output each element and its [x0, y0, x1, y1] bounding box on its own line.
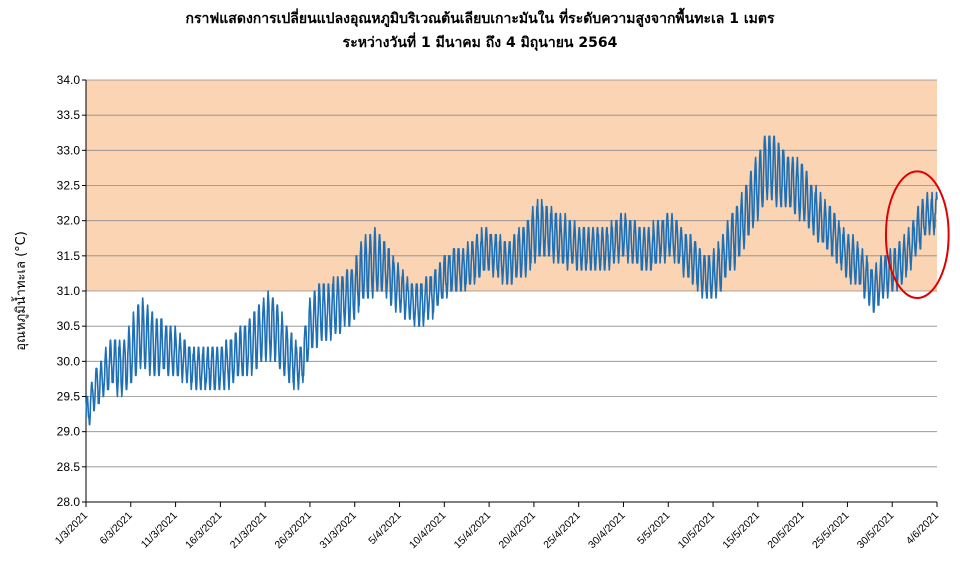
y-tick-label: 28.5: [57, 460, 81, 474]
x-tick-label: 25/4/2021: [541, 510, 583, 552]
y-tick-label: 29.0: [57, 425, 81, 439]
x-tick-label: 10/4/2021: [407, 510, 449, 552]
x-tick-label: 31/3/2021: [317, 510, 359, 552]
y-tick-label: 32.5: [57, 179, 81, 193]
y-tick-label: 33.5: [57, 108, 81, 122]
x-tick-label: 30/5/2021: [855, 510, 897, 552]
x-tick-label: 4/6/2021: [904, 510, 941, 547]
chart-title-line1: กราฟแสดงการเปลี่ยนแปลงอุณหภูมิบริเวณต้นเ…: [185, 11, 775, 27]
annotation-layer: [884, 170, 950, 300]
x-tick-label: 21/3/2021: [228, 510, 270, 552]
x-tick-label: 20/4/2021: [496, 510, 538, 552]
y-tick-label: 30.5: [57, 319, 81, 333]
x-tick-label: 25/5/2021: [810, 510, 852, 552]
y-tick-label: 29.5: [57, 390, 81, 404]
y-tick-label: 31.5: [57, 249, 81, 263]
x-tick-label: 30/4/2021: [586, 510, 628, 552]
x-tick-label: 20/5/2021: [765, 510, 807, 552]
x-tick-label: 15/4/2021: [452, 510, 494, 552]
chart-title-line2: ระหว่างวันที่ 1 มีนาคม ถึง 4 มิถุนายน 25…: [342, 35, 618, 51]
y-tick-label: 32.0: [57, 214, 81, 228]
series-layer: [85, 135, 938, 426]
y-tick-label: 30.0: [57, 354, 81, 368]
y-tick-label: 33.0: [57, 143, 81, 157]
y-axis-ticks: 28.0 28.5 29.0 29.5 30.0 30.5 31.0 31.5 32.0 32.5…: [57, 73, 86, 509]
x-tick-label: 26/3/2021: [273, 510, 315, 552]
highlight-ellipse: [884, 170, 950, 300]
x-tick-label: 1/3/2021: [53, 510, 90, 547]
y-tick-label: 34.0: [57, 73, 81, 87]
x-axis-ticks: 1/3/2021 6/3/2021 11/3/2021 16/3/2021 21/3/2…: [53, 502, 941, 551]
y-axis-label: อุณหภูมิน้ำทะเล (°C): [11, 231, 29, 351]
x-tick-label: 5/4/2021: [366, 510, 403, 547]
x-tick-label: 16/3/2021: [183, 510, 225, 552]
x-tick-label: 10/5/2021: [676, 510, 718, 552]
x-tick-label: 5/5/2021: [635, 510, 672, 547]
x-tick-label: 6/3/2021: [98, 510, 135, 547]
y-tick-label: 31.0: [57, 284, 81, 298]
x-tick-label: 15/5/2021: [720, 510, 762, 552]
x-tick-label: 11/3/2021: [139, 510, 180, 551]
series-line: [85, 135, 938, 426]
y-tick-label: 28.0: [57, 495, 81, 509]
